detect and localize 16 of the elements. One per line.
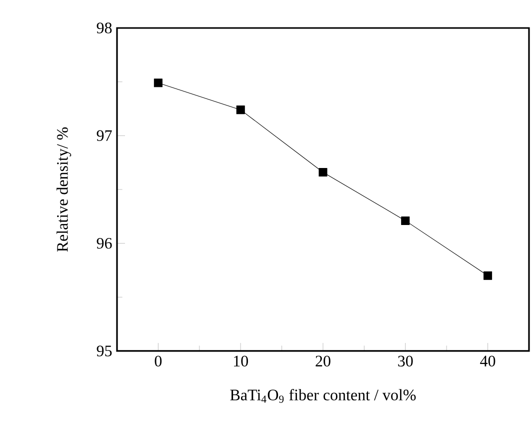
x-tick-label: 40 — [480, 356, 496, 366]
x-tick-label: 10 — [234, 356, 248, 366]
x-tick-label: 0 — [154, 356, 162, 366]
x-tick-label: 20 — [316, 356, 330, 366]
point — [401, 216, 410, 225]
y-tick-label: 95 — [96, 346, 112, 356]
point — [484, 271, 492, 280]
point — [318, 168, 328, 177]
y-tick-label: 97 — [96, 130, 112, 142]
point — [236, 106, 245, 114]
y-axis-title: Relative density/ % — [56, 127, 72, 252]
x-axis-title: BaTi$_{4}$O$_{9}$ fiber content / vol% — [230, 388, 416, 403]
x-tick-label: 30 — [398, 356, 413, 366]
point — [154, 78, 162, 88]
y-tick-label: 98 — [96, 22, 112, 34]
y-tick-label: 96 — [96, 238, 112, 249]
